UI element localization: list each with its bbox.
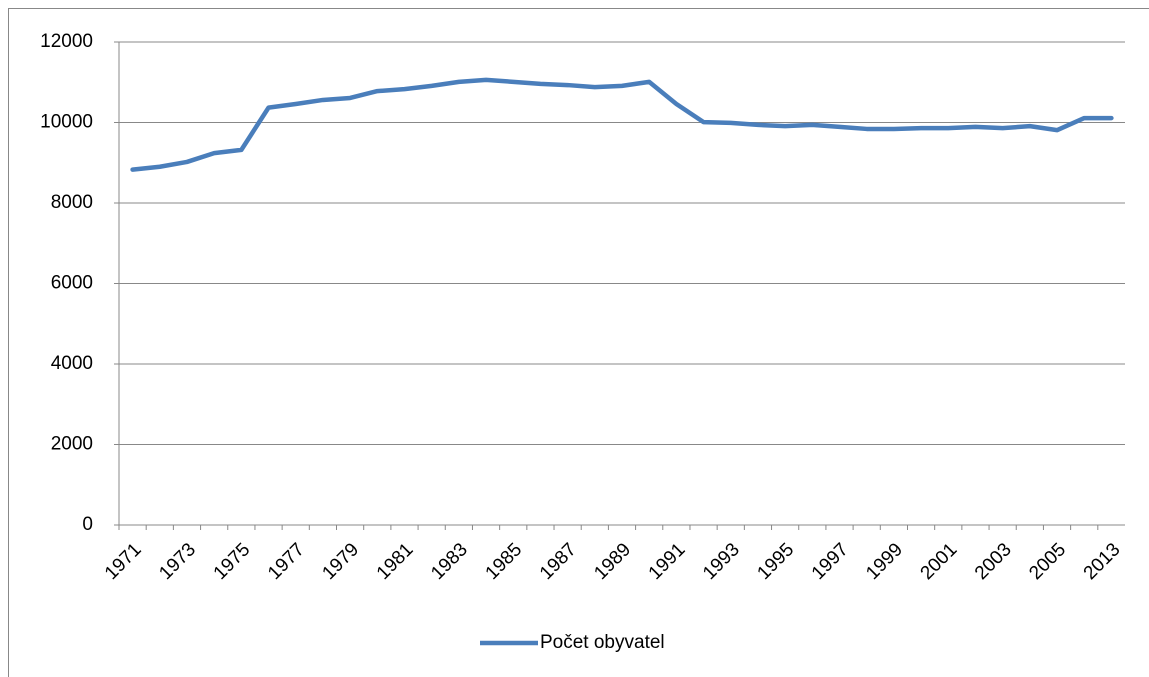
x-tick-label: 1981 [373,539,418,584]
x-tick-label: 1989 [590,539,635,584]
y-tick-label: 0 [82,514,93,535]
x-tick-label: 1973 [155,539,200,584]
x-tick-label: 1971 [101,539,146,584]
y-tick-label: 4000 [51,353,93,374]
x-tick-label: 1997 [808,539,853,584]
x-tick-label: 2013 [1080,539,1125,584]
y-tick-label: 8000 [51,192,93,213]
x-tick-label: 1991 [645,539,690,584]
chart-border [8,8,1149,677]
x-tick-label: 2001 [917,539,962,584]
y-tick-label: 2000 [51,434,93,455]
x-tick-label: 2005 [1025,539,1070,584]
x-tick-label: 1999 [862,539,907,584]
x-tick-label: 1987 [536,539,581,584]
x-tick-label: 1983 [427,539,472,584]
y-tick-label: 10000 [40,112,93,133]
x-tick-label: 1979 [318,539,363,584]
y-tick-label: 6000 [51,273,93,294]
legend-label: Počet obyvatel [540,632,665,653]
x-tick-label: 1993 [699,539,744,584]
line-series [130,77,1114,172]
x-tick-label: 2003 [971,539,1016,584]
x-tick-label: 1975 [210,539,255,584]
x-tick-label: 1995 [753,539,798,584]
x-tick-label: 1977 [264,539,309,584]
y-tick-label: 12000 [40,31,93,52]
x-tick-label: 1985 [482,539,527,584]
